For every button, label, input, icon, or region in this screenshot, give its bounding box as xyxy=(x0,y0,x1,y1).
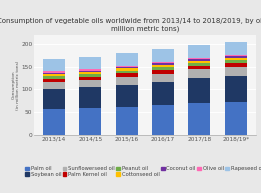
Bar xyxy=(79,87,101,108)
Bar xyxy=(188,103,210,135)
Bar xyxy=(188,63,210,66)
Bar xyxy=(43,73,65,74)
Bar xyxy=(43,71,65,73)
Bar xyxy=(152,63,174,65)
Bar xyxy=(188,69,210,78)
Bar xyxy=(116,107,138,135)
Bar xyxy=(116,69,138,71)
Bar xyxy=(79,108,101,135)
Bar xyxy=(116,67,138,69)
Bar xyxy=(225,67,247,76)
Legend: Palm oil, Soybean oil, Sunflowerseed oil, Palm Kernel oil, Peanut oil, Cottonsee: Palm oil, Soybean oil, Sunflowerseed oil… xyxy=(25,166,261,178)
Bar xyxy=(225,63,247,67)
Bar xyxy=(152,49,174,62)
Y-axis label: Consumption
(in million metric tons): Consumption (in million metric tons) xyxy=(11,60,20,110)
Bar xyxy=(79,69,101,71)
Bar xyxy=(79,71,101,72)
Bar xyxy=(43,76,65,79)
Bar xyxy=(188,61,210,63)
Bar xyxy=(152,67,174,70)
Bar xyxy=(188,78,210,103)
Bar xyxy=(79,74,101,77)
Bar xyxy=(43,74,65,76)
Bar xyxy=(116,73,138,77)
Bar xyxy=(152,62,174,63)
Bar xyxy=(116,53,138,66)
Bar xyxy=(152,65,174,67)
Bar xyxy=(225,55,247,56)
Bar xyxy=(152,82,174,105)
Bar xyxy=(116,77,138,85)
Bar xyxy=(152,70,174,74)
Bar xyxy=(225,102,247,135)
Bar xyxy=(188,45,210,58)
Bar xyxy=(43,109,65,135)
Bar xyxy=(43,79,65,82)
Bar xyxy=(116,85,138,107)
Bar xyxy=(116,66,138,67)
Bar xyxy=(225,60,247,63)
Bar xyxy=(79,72,101,74)
Bar xyxy=(225,58,247,60)
Bar xyxy=(225,56,247,58)
Bar xyxy=(79,80,101,87)
Bar xyxy=(43,59,65,71)
Bar xyxy=(225,41,247,55)
Bar xyxy=(188,66,210,69)
Bar xyxy=(225,76,247,102)
Title: Consumption of vegetable oils worldwide from 2013/14 to 2018/2019, by oil type (: Consumption of vegetable oils worldwide … xyxy=(0,18,261,32)
Bar xyxy=(116,71,138,73)
Bar xyxy=(79,57,101,69)
Bar xyxy=(43,82,65,89)
Bar xyxy=(152,74,174,82)
Bar xyxy=(188,59,210,61)
Bar xyxy=(43,89,65,109)
Bar xyxy=(152,105,174,135)
Bar xyxy=(79,77,101,80)
Bar xyxy=(188,58,210,59)
